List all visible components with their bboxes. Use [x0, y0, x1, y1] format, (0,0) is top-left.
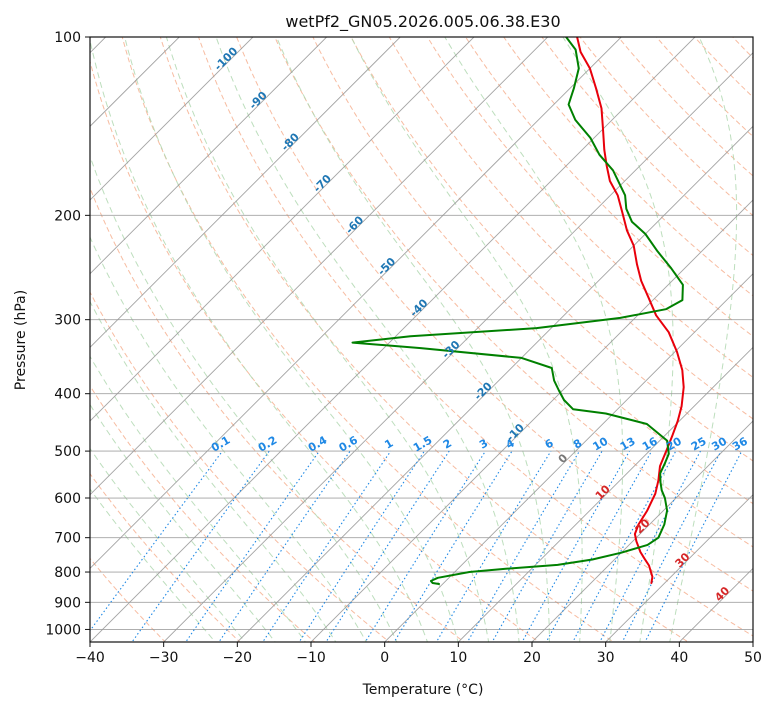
mixing-ratio-line: [364, 450, 486, 642]
x-tick-label: −40: [75, 650, 105, 666]
x-tick-label: 20: [523, 650, 541, 666]
y-tick-label: 1000: [45, 622, 81, 638]
dry-adiabat-line: [465, 37, 753, 338]
mixing-ratio-line: [572, 450, 677, 642]
mixing-ratio-line: [298, 450, 425, 642]
isotherm-line: [90, 37, 622, 570]
y-tick-label: 100: [54, 30, 81, 46]
mixing-ratio-line: [218, 450, 351, 642]
dry-adiabat-line: [350, 37, 753, 462]
x-tick-label: 40: [670, 650, 688, 666]
x-tick-label: 0: [380, 650, 389, 666]
y-tick-label: 900: [54, 595, 81, 611]
y-tick-label: 200: [54, 208, 81, 224]
mixing-ratio-line: [131, 450, 270, 642]
mixing-ratio-line: [325, 450, 450, 642]
grid-layer: [90, 37, 753, 642]
x-tick-label: −10: [296, 650, 326, 666]
y-tick-label: 700: [54, 531, 81, 547]
mixing-ratio-line: [393, 450, 513, 642]
moist-adiabat-line: [669, 37, 738, 642]
y-tick-label: 400: [54, 387, 81, 403]
dry-adiabat-line: [90, 59, 540, 642]
moist-adiabat-line: [90, 300, 337, 642]
temperature-line: [576, 37, 685, 584]
isotherm-line: [90, 37, 696, 642]
isotherm-line: [90, 37, 401, 348]
x-tick-label: 10: [449, 650, 467, 666]
moist-adiabat-line: [350, 37, 583, 642]
mixing-ratio-line: [491, 450, 603, 642]
isotherm-line: [90, 37, 549, 496]
y-tick-label: 300: [54, 313, 81, 329]
moist-adiabat-line: [276, 37, 550, 642]
y-tick-label: 800: [54, 565, 81, 581]
y-tick-label: 600: [54, 491, 81, 507]
isotherm-line: [457, 346, 753, 642]
dewpoint-line: [351, 37, 684, 585]
mixing-ratio-line: [599, 450, 701, 642]
dry-adiabat-line: [90, 384, 316, 642]
isotherm-line: [605, 494, 753, 642]
x-tick-label: −30: [149, 650, 179, 666]
mixing-ratio-line: [466, 450, 580, 642]
x-axis-label: Temperature (°C): [362, 682, 484, 698]
y-tick-label: 500: [54, 444, 81, 460]
dry-adiabat-line: [197, 37, 753, 637]
dry-adiabat-line: [90, 557, 167, 642]
mixing-ratio-line: [435, 450, 552, 642]
mixing-ratio-line: [545, 450, 653, 642]
x-tick-label: 30: [597, 650, 615, 666]
chart-title: wetPf2_GN05.2026.005.06.38.E30: [285, 12, 560, 32]
dry-adiabat-line: [236, 37, 753, 592]
mixing-ratio-line: [262, 450, 392, 642]
isotherm-line: [384, 273, 753, 642]
isotherm-line: [90, 37, 254, 201]
isotherm-line: [236, 125, 753, 642]
axes-layer: −40 −30 −20 −10 0 10 20 30 40 50 100 200 300 400 500 60…: [45, 30, 762, 666]
x-tick-label: 50: [744, 650, 762, 666]
dry-adiabat-line: [274, 37, 753, 548]
dry-adiabat-line: [388, 37, 753, 420]
x-tick-label: −20: [223, 650, 253, 666]
moist-adiabat-line: [444, 37, 624, 642]
series-layer: [351, 37, 685, 585]
dry-adiabat-line: [90, 291, 391, 642]
dry-adiabat-line: [121, 37, 615, 642]
isotherm-line: [90, 37, 475, 422]
moist-adiabat-line: [562, 37, 674, 642]
moist-adiabat-line: [215, 37, 520, 642]
isotherm-line: [531, 420, 753, 642]
dry-adiabat-line: [503, 37, 753, 297]
plot-frame: [89, 36, 754, 643]
y-axis-label: Pressure (hPa): [13, 290, 29, 390]
dry-adiabat-line: [90, 186, 465, 642]
isotherm-line: [90, 37, 328, 275]
isotherm-line: [90, 37, 180, 127]
moist-adiabat-line: [90, 355, 307, 642]
isotherm-line: [310, 199, 753, 642]
